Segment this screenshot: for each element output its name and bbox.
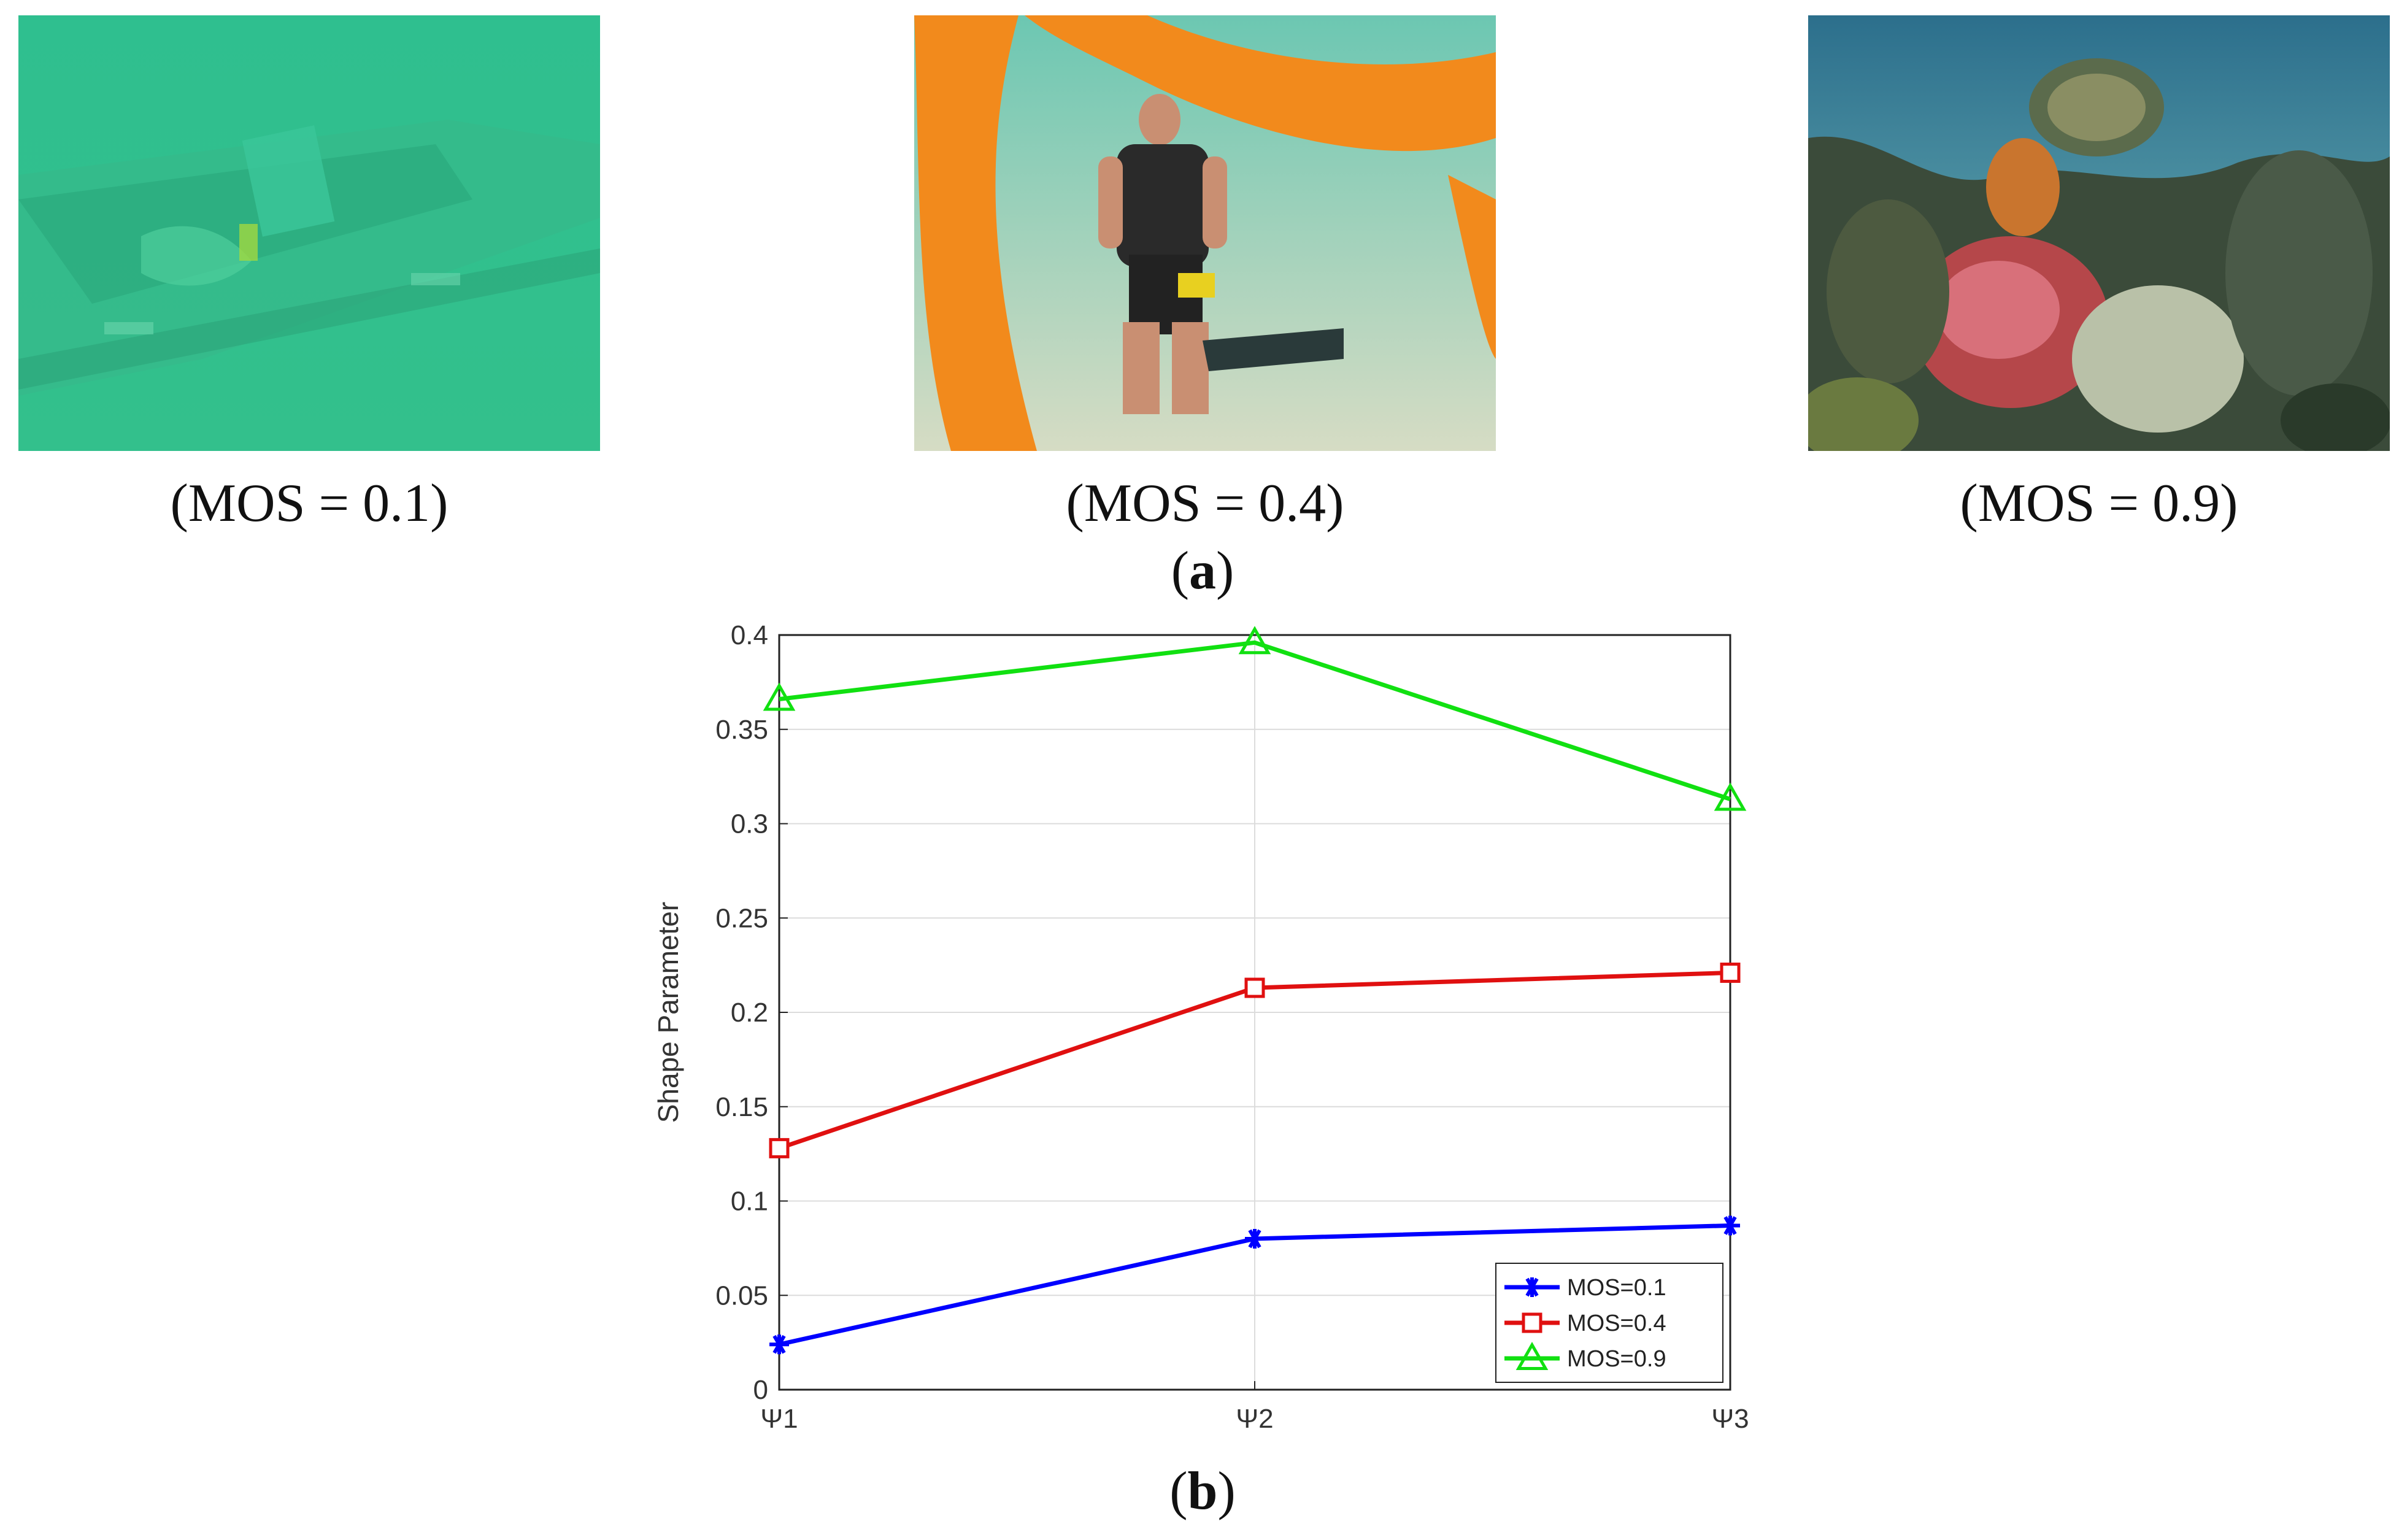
caption-photo-1: (MOS = 0.1) (170, 474, 449, 533)
photo-mos-low (18, 15, 600, 451)
series-layer (763, 626, 1747, 1355)
data-point-s2-3 (1720, 962, 1741, 983)
data-point-s2-2 (1244, 977, 1265, 998)
x-tick-label: Ψ3 (1711, 1404, 1749, 1434)
legend-label-2: MOS=0.4 (1567, 1311, 1666, 1336)
legend: MOS=0.1 MOS=0.4 MOS=0.9 (1495, 1263, 1723, 1383)
data-point-s1-2 (1245, 1229, 1265, 1249)
data-point-s1-3 (1720, 1215, 1740, 1236)
caption-photo-3: (MOS = 0.9) (1960, 474, 2238, 533)
data-point-s2-1 (769, 1138, 790, 1158)
grid-lines (779, 634, 1730, 1390)
legend-marker-1 (1522, 1277, 1542, 1297)
x-tick-label: Ψ1 (760, 1404, 798, 1434)
y-tick-label: 0.35 (715, 715, 768, 745)
y-axis-ticks: 0 0.05 0.1 0.15 0.2 0.25 0.3 0.35 0.4 (715, 620, 788, 1405)
y-tick-label: 0.4 (731, 620, 768, 650)
shape-parameter-chart: 0 0.05 0.1 0.15 0.2 0.25 0.3 0.35 0.4 Ψ1 Ψ2 Ψ3 Sha… (652, 620, 1749, 1434)
x-axis-ticks: Ψ1 Ψ2 Ψ3 (760, 1381, 1749, 1434)
series-line-3 (779, 640, 1731, 801)
y-tick-label: 0.3 (731, 809, 768, 839)
y-tick-label: 0.1 (731, 1187, 768, 1217)
y-tick-label: 0.25 (715, 903, 768, 933)
photo-mos-high (1808, 15, 2390, 451)
data-point-s3-1 (763, 682, 796, 711)
caption-photo-2: (MOS = 0.4) (1066, 474, 1344, 533)
legend-marker-2 (1522, 1312, 1542, 1333)
legend-label-1: MOS=0.1 (1567, 1275, 1666, 1301)
y-axis-label: Shape Parameter (652, 902, 684, 1123)
data-point-s3-3 (1714, 782, 1747, 811)
legend-marker-3 (1515, 1341, 1549, 1370)
y-tick-label: 0.15 (715, 1092, 768, 1122)
y-tick-label: 0.2 (731, 998, 768, 1028)
legend-label-3: MOS=0.9 (1567, 1346, 1666, 1372)
x-tick-label: Ψ2 (1236, 1404, 1273, 1434)
y-tick-label: 0.05 (715, 1280, 768, 1311)
panel-b-label: (b) (1169, 1461, 1236, 1521)
y-tick-label: 0 (753, 1375, 768, 1405)
data-point-s3-2 (1238, 626, 1271, 655)
photo-mos-mid (914, 15, 1496, 451)
panel-a-label: (a) (1171, 541, 1234, 601)
data-point-s1-1 (769, 1334, 789, 1355)
